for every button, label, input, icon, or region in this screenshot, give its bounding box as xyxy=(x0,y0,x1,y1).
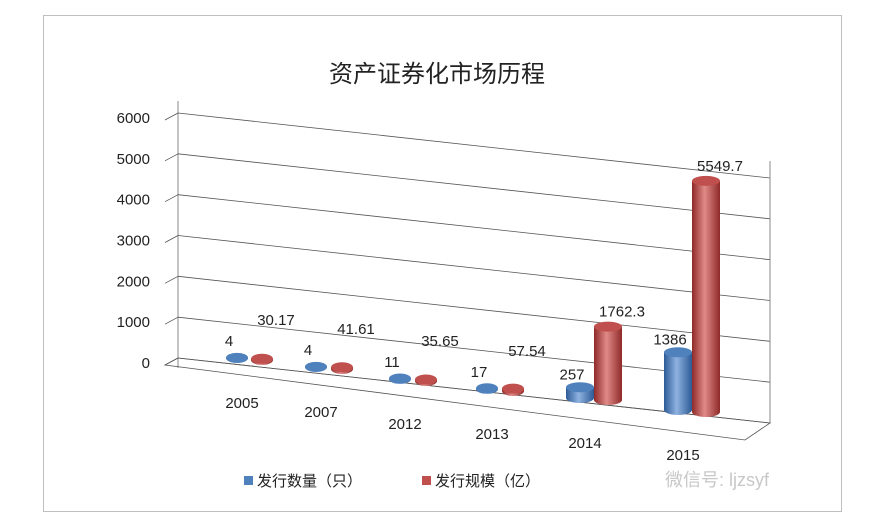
gridline-side xyxy=(164,316,179,325)
legend: 发行数量（只） 发行规模（亿） xyxy=(244,473,540,490)
data-label: 35.65 xyxy=(421,333,459,350)
bar-scale-2007 xyxy=(331,362,353,374)
y-tick-label: 6000 xyxy=(117,110,150,127)
bar-scale-2005 xyxy=(251,353,273,365)
bar-body xyxy=(692,180,720,412)
gridline xyxy=(177,275,771,342)
x-tick-label: 2005 xyxy=(225,395,258,412)
y-tick-label: 5000 xyxy=(117,151,150,168)
bar-count-2012 xyxy=(389,373,411,384)
legend-swatch-count xyxy=(244,476,253,485)
bar-top xyxy=(502,383,524,394)
legend-label-count: 发行数量（只） xyxy=(257,473,362,490)
data-label: 11 xyxy=(384,354,400,371)
data-label: 1762.3 xyxy=(599,304,645,321)
gridline-side xyxy=(164,275,179,284)
bar-top xyxy=(226,352,248,363)
bar-count-2014 xyxy=(566,382,594,403)
x-tick-label: 2007 xyxy=(304,404,337,421)
x-tick-label: 2015 xyxy=(666,447,699,464)
data-label: 4 xyxy=(304,342,312,359)
bar-top xyxy=(389,373,411,384)
chart-title: 资产证券化市场历程 xyxy=(329,61,545,88)
bar-count-2007 xyxy=(305,361,327,372)
legend-swatch-scale xyxy=(422,476,431,485)
gridline-side xyxy=(164,112,179,121)
bar-count-2015 xyxy=(664,347,692,415)
gridline xyxy=(177,194,771,261)
gridline-side xyxy=(164,235,179,243)
data-label: 4 xyxy=(225,333,233,350)
bar-count-2005 xyxy=(226,352,248,363)
bar-scale-2014 xyxy=(594,321,622,405)
bar-top xyxy=(305,361,327,372)
data-label: 1386 xyxy=(653,331,686,348)
bar-body xyxy=(566,387,594,398)
y-tick-label: 3000 xyxy=(117,233,150,250)
data-label: 5549.7 xyxy=(697,158,743,175)
data-label: 30.17 xyxy=(257,312,295,329)
bar-top xyxy=(251,353,273,364)
bar-scale-2013 xyxy=(502,383,524,396)
x-tick-label: 2014 xyxy=(568,435,601,452)
gridline xyxy=(177,153,771,220)
bar-scale-2012 xyxy=(415,374,437,386)
y-tick-label: 0 xyxy=(142,355,150,372)
bar-body xyxy=(594,326,622,400)
chart-frame xyxy=(43,15,842,512)
legend-label-scale: 发行规模（亿） xyxy=(435,473,540,490)
gridline xyxy=(177,112,771,179)
x-tick-label: 2013 xyxy=(475,426,508,443)
data-label: 17 xyxy=(471,364,488,381)
bar-body xyxy=(664,352,692,410)
gridline-side xyxy=(164,194,179,203)
y-tick-label: 1000 xyxy=(117,314,150,331)
watermark: 微信号: ljzsyf xyxy=(665,470,770,490)
bar-top xyxy=(415,374,437,385)
data-label: 257 xyxy=(559,366,584,383)
y-tick-label: 2000 xyxy=(117,273,150,290)
bar-count-2013 xyxy=(476,383,498,394)
bar-scale-2015 xyxy=(692,175,720,417)
y-tick-label: 4000 xyxy=(117,192,150,209)
x-tick-label: 2012 xyxy=(388,416,421,433)
bar-top xyxy=(566,382,594,393)
bar-top xyxy=(331,362,353,373)
bar-top xyxy=(476,383,498,394)
bar-top xyxy=(594,321,622,332)
floor xyxy=(163,357,772,441)
gridline-side xyxy=(164,153,179,162)
data-label: 57.54 xyxy=(508,343,546,360)
bar-top xyxy=(692,175,720,186)
bar-top xyxy=(664,347,692,358)
gridline xyxy=(177,235,771,301)
data-label: 41.61 xyxy=(337,321,375,338)
